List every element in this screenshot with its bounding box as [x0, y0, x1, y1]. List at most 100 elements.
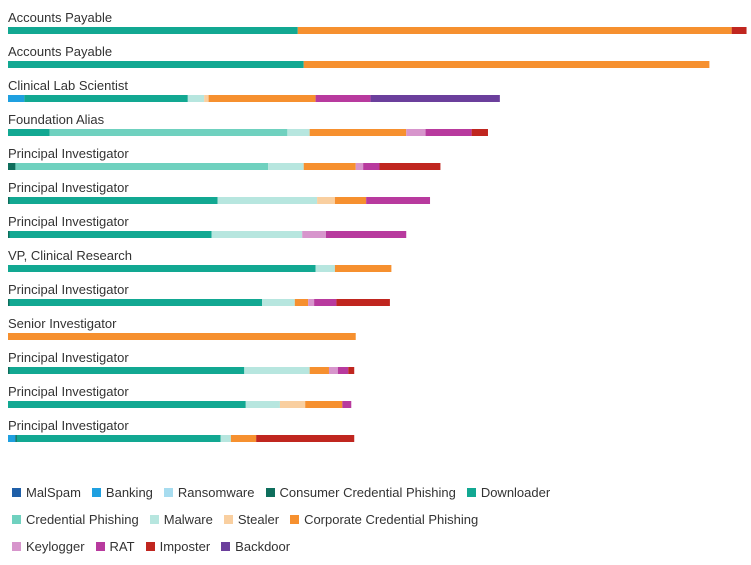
bar-segment[interactable]	[49, 129, 288, 136]
bar-segment[interactable]	[309, 129, 407, 136]
legend-swatch	[12, 488, 21, 497]
bar-segment[interactable]	[406, 129, 426, 136]
row-label: Principal Investigator	[8, 282, 129, 297]
bar-segment[interactable]	[15, 435, 17, 442]
bar-segment[interactable]	[348, 367, 355, 374]
bar-segment[interactable]	[302, 231, 327, 238]
bar-segment[interactable]	[8, 95, 25, 102]
bar-segment[interactable]	[315, 265, 335, 272]
bar-segment[interactable]	[334, 197, 367, 204]
legend-item[interactable]: Backdoor	[221, 539, 290, 554]
bar-segment[interactable]	[268, 163, 304, 170]
bar-segment[interactable]	[425, 129, 472, 136]
bar-segment[interactable]	[342, 401, 352, 408]
bar-segment[interactable]	[317, 197, 335, 204]
bar-segment[interactable]	[24, 95, 188, 102]
bar-segment[interactable]	[8, 163, 16, 170]
bar-segment[interactable]	[16, 435, 221, 442]
legend-item[interactable]: Imposter	[145, 539, 210, 554]
bar-segment[interactable]	[334, 265, 392, 272]
bar-segment[interactable]	[303, 163, 356, 170]
bar-segment[interactable]	[245, 401, 280, 408]
bar-segment[interactable]	[363, 163, 380, 170]
legend-item[interactable]: MalSpam	[12, 485, 81, 500]
bar-segment[interactable]	[8, 299, 10, 306]
bar-segment[interactable]	[211, 231, 303, 238]
bar-segment[interactable]	[326, 231, 407, 238]
legend-item[interactable]: Consumer Credential Phishing	[265, 485, 456, 500]
bar-segment[interactable]	[303, 61, 710, 68]
bar-segment[interactable]	[731, 27, 747, 34]
bar-segment[interactable]	[8, 129, 50, 136]
bar-segment[interactable]	[297, 27, 732, 34]
bar-segment[interactable]	[314, 299, 337, 306]
bar-segment[interactable]	[336, 299, 390, 306]
legend-label: Backdoor	[235, 539, 291, 554]
bar-segment[interactable]	[204, 95, 209, 102]
row-label: Principal Investigator	[8, 418, 129, 433]
bar-segment[interactable]	[337, 367, 349, 374]
bar-segment[interactable]	[244, 367, 310, 374]
legend-item[interactable]: Stealer	[223, 512, 280, 527]
bar-segment[interactable]	[287, 129, 310, 136]
legend-item[interactable]: Downloader	[466, 485, 550, 500]
legend-label: Ransomware	[177, 485, 255, 500]
bar-segment[interactable]	[8, 197, 10, 204]
bar-segment[interactable]	[8, 401, 246, 408]
bar-segment[interactable]	[9, 367, 245, 374]
legend-row: Credential Phishing Malware Stealer Corpora…	[12, 511, 742, 528]
bar-segment[interactable]	[315, 95, 371, 102]
row-label: VP, Clinical Research	[8, 248, 132, 263]
row-label: Foundation Alias	[8, 112, 105, 127]
bar-segment[interactable]	[262, 299, 295, 306]
bar-segment[interactable]	[9, 197, 218, 204]
row-label: Senior Investigator	[8, 316, 117, 331]
legend-label: Stealer	[237, 512, 280, 527]
bar-segment[interactable]	[8, 61, 304, 68]
legend-swatch	[223, 515, 233, 524]
legend-label: RAT	[109, 539, 135, 554]
bar-segment[interactable]	[305, 401, 343, 408]
bar-segment[interactable]	[208, 95, 316, 102]
row-label: Accounts Payable	[8, 10, 112, 25]
legend-swatch	[466, 488, 476, 497]
bar-segment[interactable]	[379, 163, 441, 170]
bar-segment[interactable]	[366, 197, 431, 204]
bar-segment[interactable]	[294, 299, 309, 306]
bar-segment[interactable]	[8, 265, 316, 272]
legend-item[interactable]: RAT	[95, 539, 135, 554]
bar-segment[interactable]	[187, 95, 205, 102]
legend-item[interactable]: Ransomware	[163, 485, 255, 500]
legend-item[interactable]: Corporate Credential Phishing	[290, 512, 478, 527]
legend-label: Consumer Credential Phishing	[279, 485, 456, 500]
row-label: Principal Investigator	[8, 350, 129, 365]
bar-segment[interactable]	[308, 299, 315, 306]
row-label: Accounts Payable	[8, 44, 112, 59]
bar-segment[interactable]	[8, 367, 10, 374]
bar-segment[interactable]	[8, 435, 16, 442]
legend-item[interactable]: Credential Phishing	[12, 512, 139, 527]
bar-segment[interactable]	[8, 333, 356, 340]
bar-segment[interactable]	[217, 197, 318, 204]
legend-swatch	[221, 542, 231, 551]
bar-segment[interactable]	[309, 367, 329, 374]
legend-item[interactable]: Keylogger	[12, 539, 85, 554]
legend-item[interactable]: Banking	[91, 485, 153, 500]
bar-segment[interactable]	[370, 95, 500, 102]
stacked-bar-chart: Accounts Payable Accounts Payable Clinical…	[8, 10, 747, 442]
legend-item[interactable]: Malware	[149, 512, 213, 527]
bar-segment[interactable]	[9, 299, 263, 306]
bar-segment[interactable]	[230, 435, 257, 442]
bar-segment[interactable]	[220, 435, 231, 442]
bar-segment[interactable]	[8, 231, 10, 238]
bar-segment[interactable]	[328, 367, 338, 374]
bar-segment[interactable]	[279, 401, 306, 408]
bar-segment[interactable]	[9, 231, 212, 238]
bar-segment[interactable]	[471, 129, 488, 136]
bar-segment[interactable]	[8, 27, 298, 34]
bar-segment[interactable]	[256, 435, 355, 442]
bar-segment[interactable]	[15, 163, 269, 170]
bar-segment[interactable]	[355, 163, 364, 170]
legend-swatch	[12, 515, 21, 524]
legend-label: Keylogger	[26, 539, 85, 554]
